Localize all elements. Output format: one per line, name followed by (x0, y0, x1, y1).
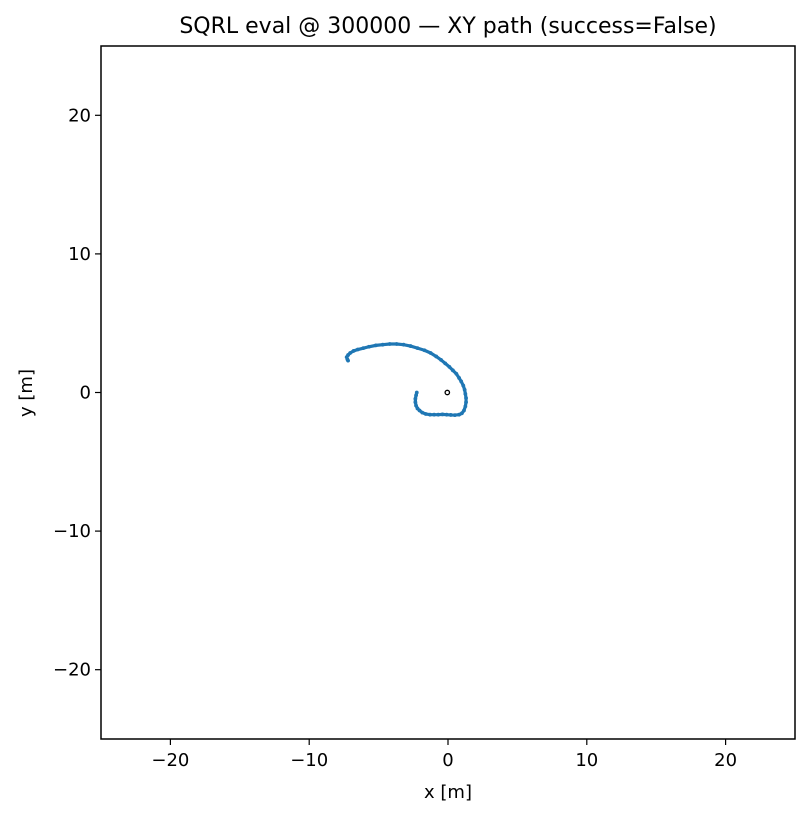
data-point (355, 347, 360, 352)
data-point (464, 396, 468, 400)
data-point (422, 348, 427, 353)
data-point (414, 393, 418, 398)
data-point (459, 411, 464, 416)
data-point (387, 342, 392, 346)
data-point (436, 412, 441, 417)
data-point (461, 383, 466, 388)
data-point (401, 342, 406, 347)
data-point (443, 361, 448, 366)
data-point (420, 410, 425, 415)
x-tick-label: 10 (575, 750, 598, 771)
data-point (415, 346, 420, 351)
data-point (453, 413, 457, 417)
data-point (394, 342, 399, 346)
data-point (346, 358, 350, 363)
data-point (463, 391, 468, 396)
data-point (440, 412, 445, 417)
data-point (462, 408, 466, 413)
data-point (408, 344, 413, 348)
data-point (464, 400, 468, 405)
y-tick-label: −20 (53, 660, 91, 681)
data-point (366, 344, 371, 349)
x-tick-label: −10 (290, 750, 328, 771)
data-point (432, 412, 437, 417)
y-axis-label: y [m] (16, 369, 37, 417)
data-point (434, 354, 439, 359)
chart-title: SQRL eval @ 300000 — XY path (success=Fa… (179, 14, 716, 39)
y-tick-label: 0 (80, 383, 91, 404)
data-point (417, 408, 422, 413)
tick-layer: −20 −10 0 10 20 −20 −10 0 10 20 (53, 105, 737, 771)
start-marker (444, 389, 451, 396)
data-point (450, 368, 455, 373)
data-point (448, 413, 453, 417)
data-point (444, 412, 449, 417)
data-point (439, 358, 443, 362)
data-point (463, 404, 468, 409)
data-layer (344, 342, 468, 417)
data-point (380, 342, 385, 347)
data-point (459, 379, 464, 384)
data-point (423, 412, 428, 416)
data-point (373, 343, 378, 348)
data-point (351, 349, 356, 353)
x-tick-label: −20 (151, 750, 189, 771)
data-point (413, 400, 418, 405)
x-tick-label: 0 (442, 750, 453, 771)
y-tick-label: −10 (53, 521, 91, 542)
data-point (428, 351, 433, 355)
annotation-layer (444, 389, 451, 396)
data-point (413, 396, 418, 401)
data-point (447, 364, 452, 369)
data-point (454, 371, 459, 376)
y-tick-label: 20 (68, 105, 91, 126)
y-tick-label: 10 (68, 244, 91, 265)
x-tick-label: 20 (714, 750, 737, 771)
data-point (361, 346, 366, 351)
data-point (428, 412, 432, 417)
plot-frame (100, 45, 796, 740)
data-point (462, 387, 467, 392)
data-point (457, 376, 461, 380)
x-axis-label: x [m] (424, 782, 472, 803)
